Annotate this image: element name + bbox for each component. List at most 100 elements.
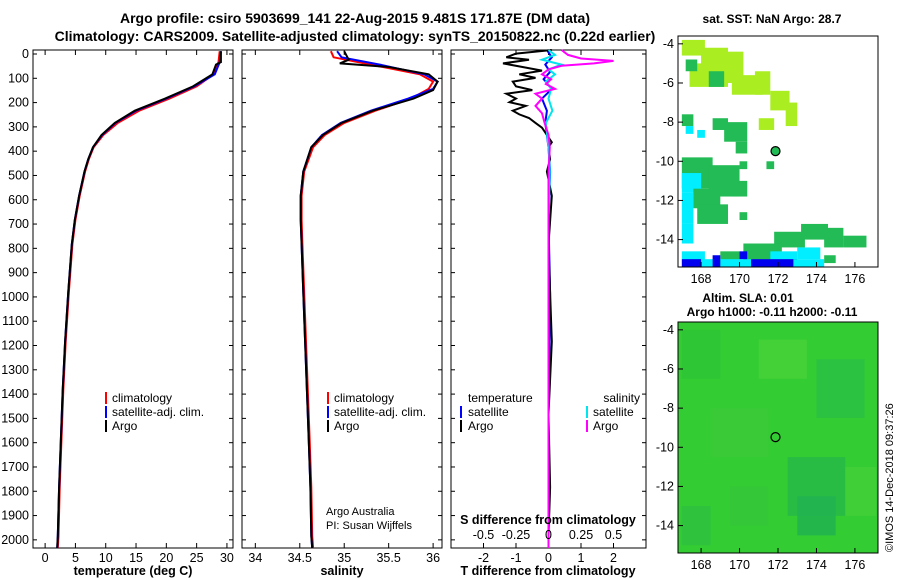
credit-org: Argo Australia — [326, 506, 395, 518]
map-lat-tick-label: -12 — [656, 193, 674, 207]
sst-pixel-patch — [708, 71, 725, 87]
sst-pixel-patch — [681, 259, 702, 267]
depth-tick-label: 1000 — [1, 290, 29, 304]
legend-temp-satellite-label: satellite — [468, 405, 509, 419]
map-lat-tick-label: -14 — [656, 233, 674, 247]
sst-pixel-patch — [751, 259, 798, 267]
legend-salinity-title: salinity — [603, 391, 640, 405]
sst-pixel-patch — [739, 212, 748, 221]
sst-pixel-patch — [724, 122, 748, 142]
x-tick-label: 30 — [220, 551, 234, 565]
altim-title-2: Argo h1000: -0.11 h2000: -0.11 — [687, 305, 858, 319]
temperature-axis-label: temperature (deg C) — [74, 564, 193, 578]
salinity-legend: climatology satellite-adj. clim. Argo — [327, 391, 426, 433]
temperature-legend: climatology satellite-adj. clim. Argo — [105, 391, 204, 433]
map-lat-tick-label: -8 — [663, 115, 674, 129]
legend-satellite-label: satellite-adj. clim. — [112, 405, 204, 419]
x-tick-label: 0 — [545, 551, 552, 565]
depth-tick-label: 1100 — [2, 314, 29, 328]
sst-pixel-patch — [681, 173, 702, 193]
series-line-satellite-adj-clim- — [56, 51, 222, 549]
depth-tick-label: 1400 — [1, 387, 29, 401]
sst-pixel-patch — [754, 71, 771, 95]
depth-tick-label: 600 — [8, 193, 29, 207]
ssh-shade-patch — [681, 506, 711, 546]
s-difference-tick-label: 0 — [545, 528, 552, 542]
sst-pixel-patch — [697, 204, 728, 224]
title-line-2: Climatology: CARS2009. Satellite-adjuste… — [55, 28, 656, 44]
legend-climatology-label: climatology — [112, 391, 172, 405]
sst-pixel-patch — [843, 235, 867, 248]
salinity-axis-label: salinity — [320, 564, 363, 578]
depth-tick-label: 400 — [8, 144, 29, 158]
sst-pixel-patch — [801, 223, 828, 240]
altim-title-1: Altim. SLA: 0.01 — [702, 291, 794, 305]
depth-tick-label: 700 — [8, 217, 29, 231]
sst-pixel-patch — [735, 141, 748, 154]
depth-tick-label: 2000 — [1, 533, 29, 547]
profile-lines — [56, 49, 614, 549]
depth-tick-label: 1700 — [1, 460, 29, 474]
depth-tick-label: 1800 — [1, 484, 29, 498]
map-lon-tick-label: 174 — [806, 272, 827, 286]
legend-sal-satellite-label: satellite — [593, 405, 634, 419]
map-lat-tick-label: -10 — [656, 154, 674, 168]
s-difference-tick-label: -0.5 — [473, 528, 495, 542]
title-line-1: Argo profile: csiro 5903699_141 22-Aug-2… — [120, 10, 590, 26]
ssh-map — [678, 322, 878, 553]
series-line-climatology — [300, 50, 435, 549]
depth-tick-label: 500 — [8, 168, 29, 182]
legend-temperature-title: temperature — [468, 391, 533, 405]
depth-tick-label: 1500 — [1, 411, 29, 425]
x-tick-label: 15 — [129, 551, 143, 565]
sst-pixel-patch — [758, 118, 775, 130]
ssh-shade-patch — [729, 486, 769, 526]
sst-pixel-patch — [697, 129, 705, 138]
s-difference-axis-label: S difference from climatology — [460, 513, 636, 527]
map-lat-tick-label: -12 — [656, 479, 674, 493]
depth-tick-label: 1200 — [1, 339, 29, 353]
series-line-argo — [56, 51, 222, 549]
map-lat-tick-label: -6 — [663, 76, 674, 90]
sst-map — [678, 36, 878, 267]
legend-temp-argo-label: Argo — [468, 419, 494, 433]
depth-tick-label: 1600 — [1, 436, 29, 450]
difference-legend: temperature satellite Argo salinity sate… — [460, 391, 640, 433]
x-tick-label: 36 — [426, 551, 440, 565]
sst-pixel-patch — [785, 102, 798, 127]
map-lon-tick-label: 176 — [844, 558, 865, 572]
sst-pixel-patch — [685, 59, 698, 72]
depth-tick-label: 1900 — [1, 509, 29, 523]
x-tick-label: 34.5 — [288, 551, 312, 565]
sst-pixel-patch — [681, 114, 694, 127]
map-lat-tick-label: -4 — [663, 323, 674, 337]
map-lat-tick-label: -14 — [656, 519, 674, 533]
sst-pixel-patch — [797, 247, 821, 260]
depth-tick-label: 300 — [8, 120, 29, 134]
map-lon-tick-label: 170 — [729, 272, 750, 286]
sst-pixel-patch — [712, 255, 721, 267]
sst-pixel-patch — [685, 126, 694, 134]
map-lon-tick-label: 176 — [844, 272, 865, 286]
sst-pixel-patch — [681, 192, 694, 224]
map-lon-tick-label: 172 — [768, 272, 789, 286]
ssh-shade-patch — [710, 408, 769, 458]
sst-pixel-patch — [720, 251, 740, 264]
sst-map-title: sat. SST: NaN Argo: 28.7 — [703, 12, 842, 26]
credit-pi: PI: Susan Wijffels — [326, 520, 412, 532]
map-lat-tick-label: -10 — [656, 440, 674, 454]
t-difference-axis-label: T difference from climatology — [460, 564, 635, 578]
map-lat-tick-label: -4 — [663, 37, 674, 51]
map-lon-tick-label: 168 — [691, 558, 712, 572]
sst-pixel-patch — [824, 255, 836, 264]
x-tick-label: -2 — [478, 551, 489, 565]
imos-stamp: ©IMOS 14-Dec-2018 09:37:26 — [884, 403, 896, 552]
x-tick-label: 2 — [610, 551, 617, 565]
legend-argo-label: Argo — [334, 419, 360, 433]
sst-pixel-patch — [693, 188, 721, 209]
ssh-shade-patch — [758, 339, 807, 379]
sst-pixel-patch — [766, 161, 775, 170]
salinity-panel-frame — [241, 49, 443, 549]
map-lon-tick-label: 170 — [729, 558, 750, 572]
series-line-satellite-adj-clim- — [299, 50, 440, 549]
